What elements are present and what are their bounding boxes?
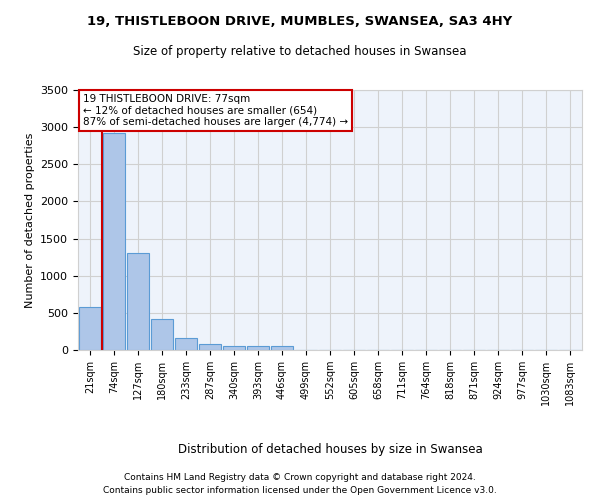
Bar [127,252,149,350]
Bar [247,346,269,350]
Bar [151,319,173,350]
Bar [79,307,101,350]
Bar [271,346,293,350]
Text: Contains public sector information licensed under the Open Government Licence v3: Contains public sector information licen… [103,486,497,495]
Text: Size of property relative to detached houses in Swansea: Size of property relative to detached ho… [133,45,467,58]
Bar [103,133,125,350]
Bar [199,344,221,350]
Text: 19, THISTLEBOON DRIVE, MUMBLES, SWANSEA, SA3 4HY: 19, THISTLEBOON DRIVE, MUMBLES, SWANSEA,… [88,15,512,28]
Bar [175,338,197,350]
Text: 19 THISTLEBOON DRIVE: 77sqm
← 12% of detached houses are smaller (654)
87% of se: 19 THISTLEBOON DRIVE: 77sqm ← 12% of det… [83,94,348,127]
Text: Distribution of detached houses by size in Swansea: Distribution of detached houses by size … [178,442,482,456]
Bar [223,346,245,350]
Y-axis label: Number of detached properties: Number of detached properties [25,132,35,308]
Text: Contains HM Land Registry data © Crown copyright and database right 2024.: Contains HM Land Registry data © Crown c… [124,472,476,482]
